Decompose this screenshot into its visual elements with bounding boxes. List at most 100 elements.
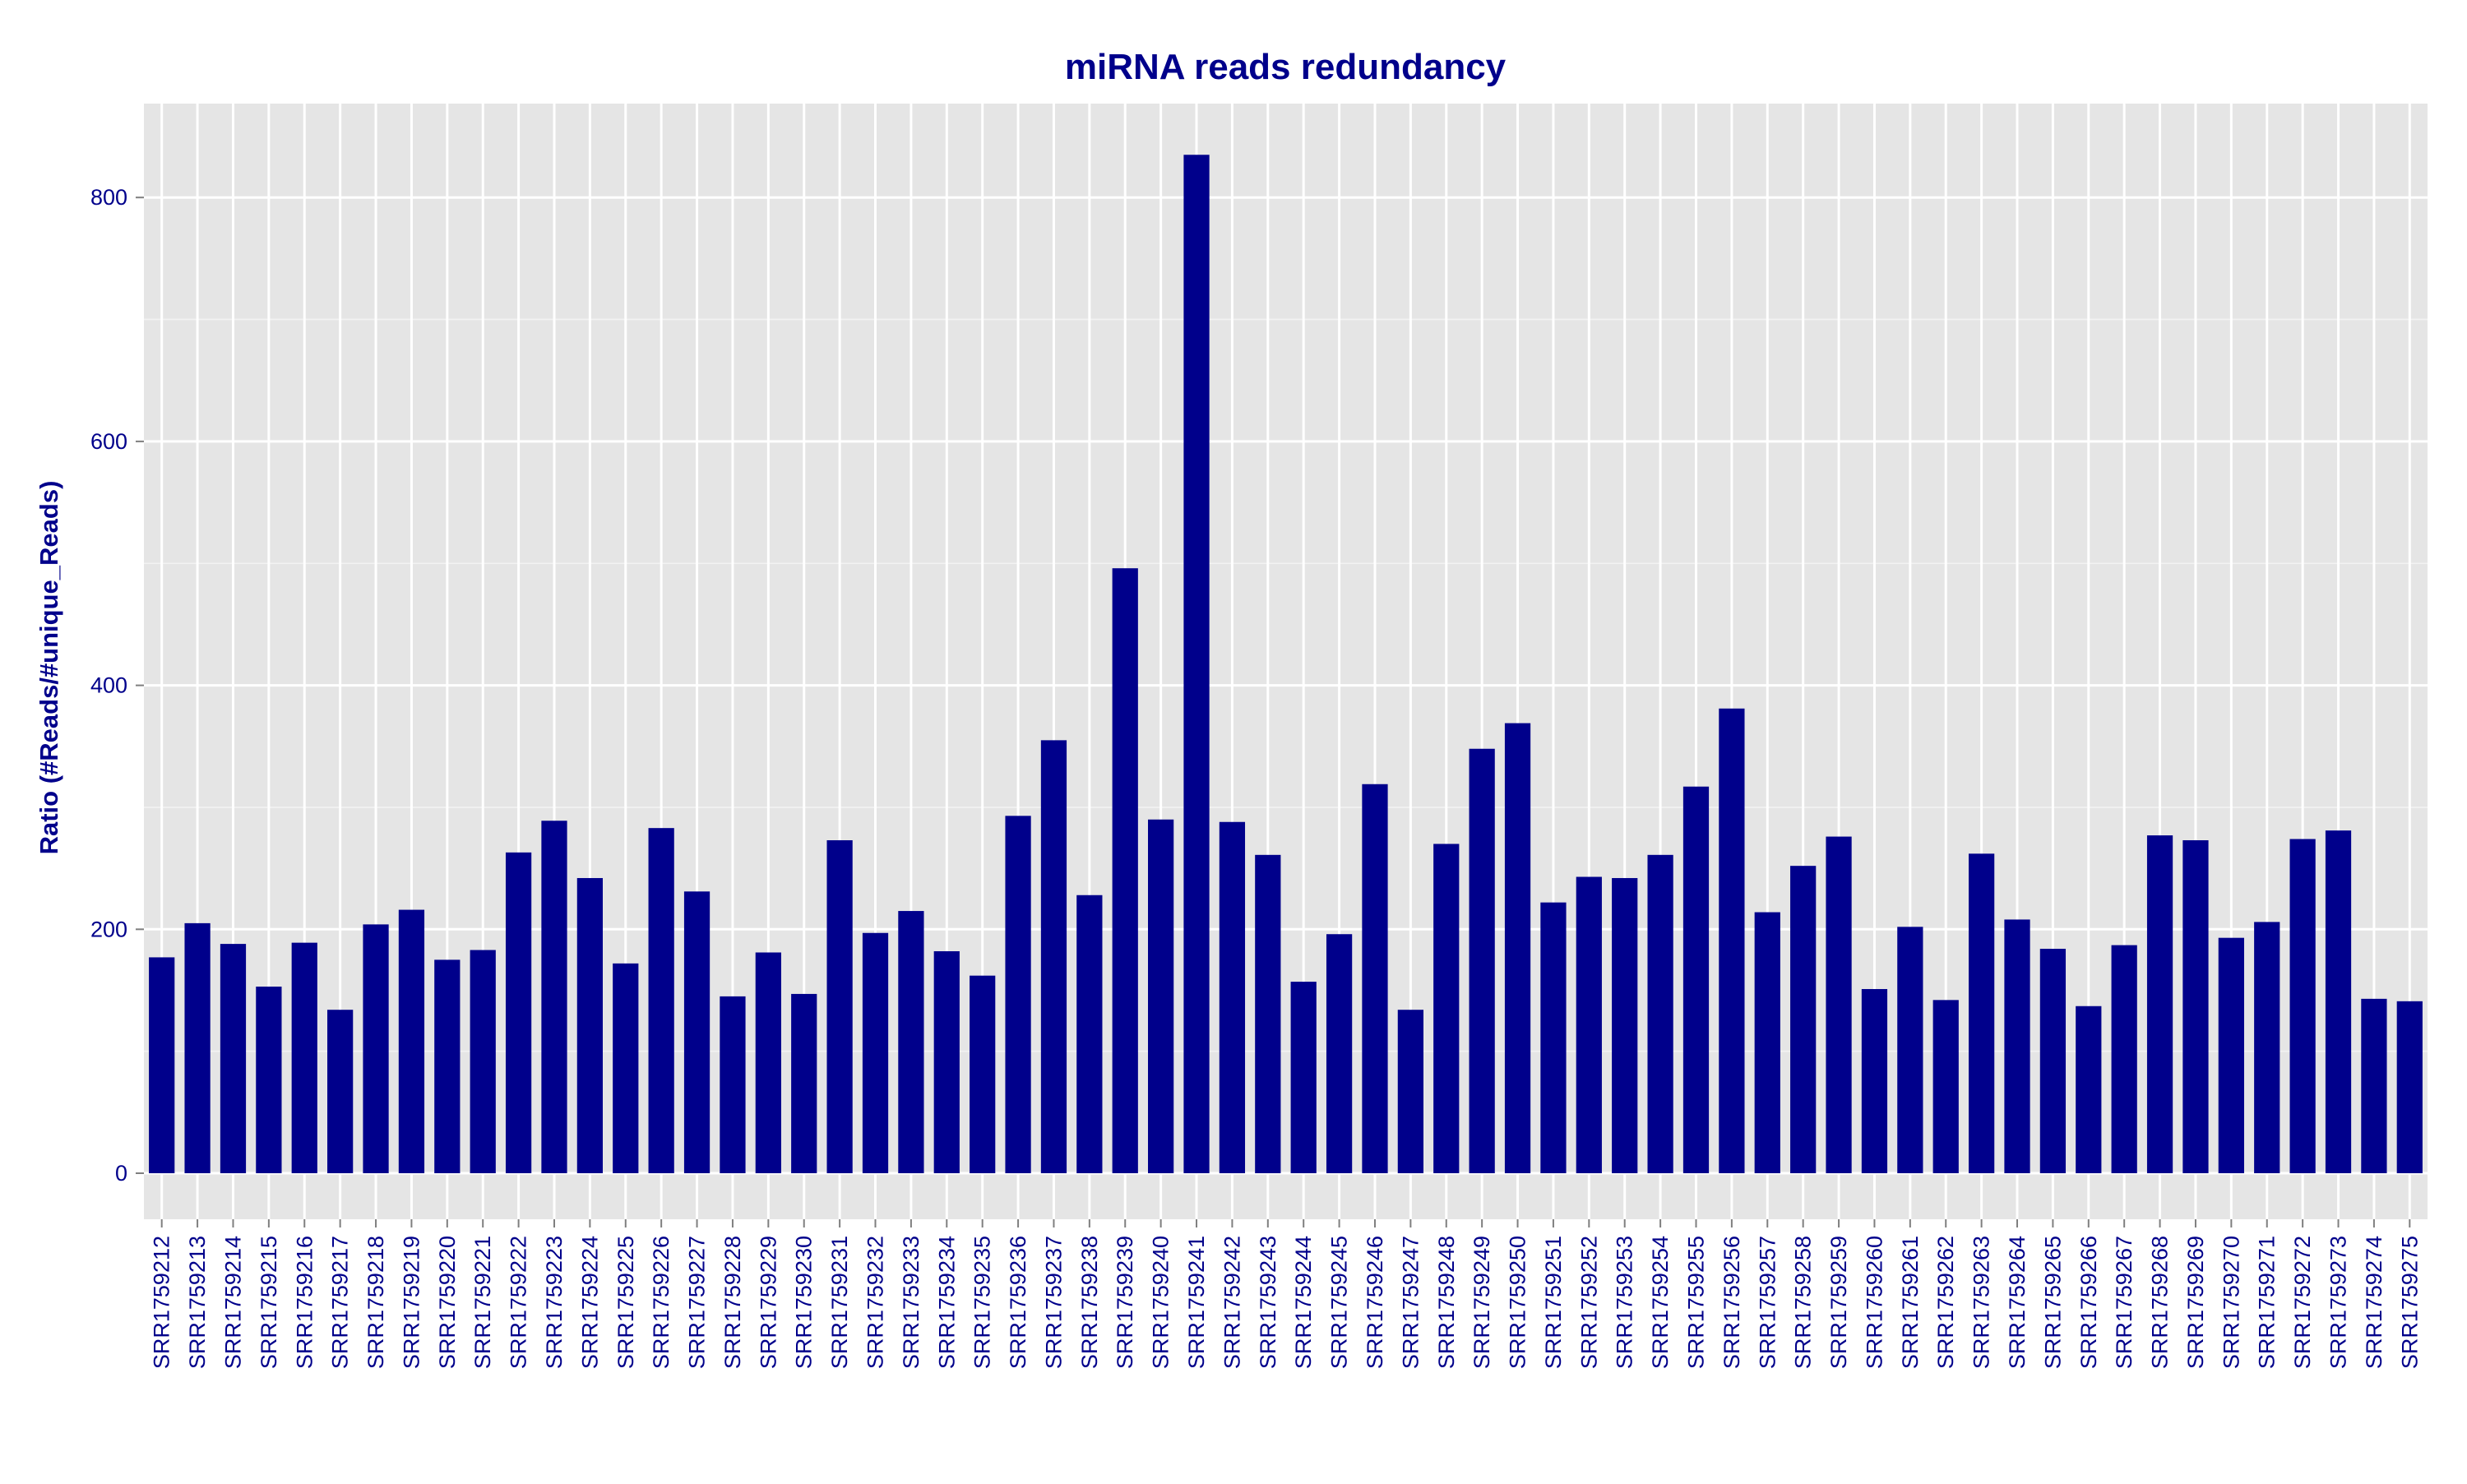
bar-SRR1759271 [2254,922,2280,1173]
bar-SRR1759218 [363,924,389,1173]
bar-SRR1759227 [683,891,710,1173]
x-tick-label: SRR1759242 [1220,1236,1244,1369]
bar-SRR1759250 [1504,723,1531,1173]
x-tick-label: SRR1759231 [827,1236,852,1369]
x-tick-label: SRR1759216 [292,1236,317,1369]
x-tick-label: SRR1759226 [649,1236,673,1369]
bar-SRR1759243 [1255,854,1281,1173]
x-tick-label: SRR1759261 [1898,1236,1923,1369]
bar-SRR1759248 [1433,844,1460,1173]
bar-SRR1759225 [613,963,639,1173]
bar-SRR1759228 [720,996,746,1173]
bar-SRR1759236 [1005,816,1031,1173]
x-tick-label: SRR1759254 [1648,1236,1673,1369]
bar-SRR1759268 [2146,835,2173,1173]
chart-title: miRNA reads redundancy [1065,47,1507,87]
bar-SRR1759222 [505,852,532,1173]
x-tick-label: SRR1759224 [577,1236,602,1369]
bar-SRR1759240 [1148,819,1174,1173]
bar-SRR1759220 [434,959,461,1173]
x-tick-label: SRR1759247 [1398,1236,1423,1369]
bar-SRR1759247 [1397,1010,1423,1173]
x-tick-label: SRR1759237 [1041,1236,1066,1369]
x-tick-label: SRR1759256 [1719,1236,1744,1369]
x-tick-label: SRR1759264 [2005,1236,2030,1369]
bar-SRR1759253 [1612,877,1638,1173]
x-tick-label: SRR1759257 [1755,1236,1780,1369]
bar-SRR1759259 [1826,836,1852,1173]
x-tick-label: SRR1759223 [542,1236,567,1369]
x-tick-label: SRR1759217 [328,1236,353,1369]
x-tick-label: SRR1759233 [899,1236,923,1369]
bar-SRR1759254 [1647,854,1673,1173]
x-tick-label: SRR1759218 [363,1236,388,1369]
bar-SRR1759272 [2289,839,2316,1173]
bar-SRR1759262 [1932,1000,1959,1173]
bar-SRR1759239 [1112,568,1138,1173]
bar-SRR1759216 [291,942,317,1173]
bar-SRR1759232 [862,932,889,1173]
y-tick-label: 600 [90,429,127,454]
x-tick-label: SRR1759241 [1184,1236,1209,1369]
x-tick-label: SRR1759229 [756,1236,780,1369]
x-tick-label: SRR1759263 [1969,1236,1994,1369]
bar-SRR1759273 [2325,830,2352,1173]
x-tick-label: SRR1759227 [685,1236,710,1369]
x-tick-label: SRR1759250 [1506,1236,1530,1369]
x-tick-label: SRR1759219 [399,1236,424,1369]
bar-SRR1759251 [1540,902,1567,1173]
bar-SRR1759265 [2039,949,2067,1173]
x-tick-label: SRR1759236 [1006,1236,1030,1369]
bar-SRR1759267 [2111,945,2137,1173]
bar-SRR1759261 [1897,927,1923,1173]
bar-SRR1759234 [933,951,960,1173]
x-tick-label: SRR1759220 [435,1236,460,1369]
bar-SRR1759235 [970,975,996,1173]
x-tick-label: SRR1759258 [1791,1236,1816,1369]
bar-SRR1759269 [2182,840,2209,1173]
x-tick-label: SRR1759255 [1683,1236,1708,1369]
y-tick-label: 400 [90,673,127,698]
x-tick-label: SRR1759212 [150,1236,174,1369]
x-tick-label: SRR1759262 [1933,1236,1958,1369]
bar-SRR1759260 [1861,988,1888,1173]
x-tick-label: SRR1759269 [2183,1236,2208,1369]
x-tick-label: SRR1759272 [2290,1236,2315,1369]
y-tick-label: 0 [115,1161,127,1186]
bar-SRR1759264 [2004,919,2030,1173]
x-tick-label: SRR1759252 [1576,1236,1601,1369]
bar-SRR1759223 [541,821,567,1173]
x-tick-label: SRR1759221 [470,1236,495,1369]
x-tick-label: SRR1759268 [2148,1236,2173,1369]
bar-SRR1759224 [576,877,603,1173]
x-tick-label: SRR1759240 [1149,1236,1173,1369]
bar-SRR1759242 [1219,821,1246,1173]
bar-SRR1759238 [1076,895,1103,1173]
x-tick-label: SRR1759271 [2255,1236,2280,1369]
x-tick-label: SRR1759275 [2397,1236,2422,1369]
bar-SRR1759231 [826,840,853,1173]
x-tick-label: SRR1759251 [1541,1236,1566,1369]
bar-SRR1759249 [1469,748,1495,1173]
bar-SRR1759237 [1040,740,1067,1173]
bar-SRR1759244 [1290,982,1317,1173]
bar-SRR1759226 [648,828,674,1173]
x-tick-label: SRR1759243 [1256,1236,1280,1369]
x-tick-label: SRR1759249 [1470,1236,1494,1369]
bar-SRR1759275 [2396,1001,2423,1173]
bar-SRR1759215 [256,987,282,1173]
bar-SRR1759266 [2076,1006,2102,1173]
x-tick-label: SRR1759253 [1613,1236,1637,1369]
y-tick-label: 800 [90,185,127,210]
bar-SRR1759263 [1969,853,1995,1173]
bar-SRR1759214 [220,944,247,1173]
x-tick-label: SRR1759260 [1862,1236,1886,1369]
x-tick-label: SRR1759213 [185,1236,210,1369]
x-tick-label: SRR1759267 [2112,1236,2136,1369]
x-tick-label: SRR1759215 [257,1236,281,1369]
bar-SRR1759257 [1754,912,1780,1173]
x-tick-label: SRR1759270 [2219,1236,2243,1369]
bar-SRR1759219 [398,909,425,1173]
